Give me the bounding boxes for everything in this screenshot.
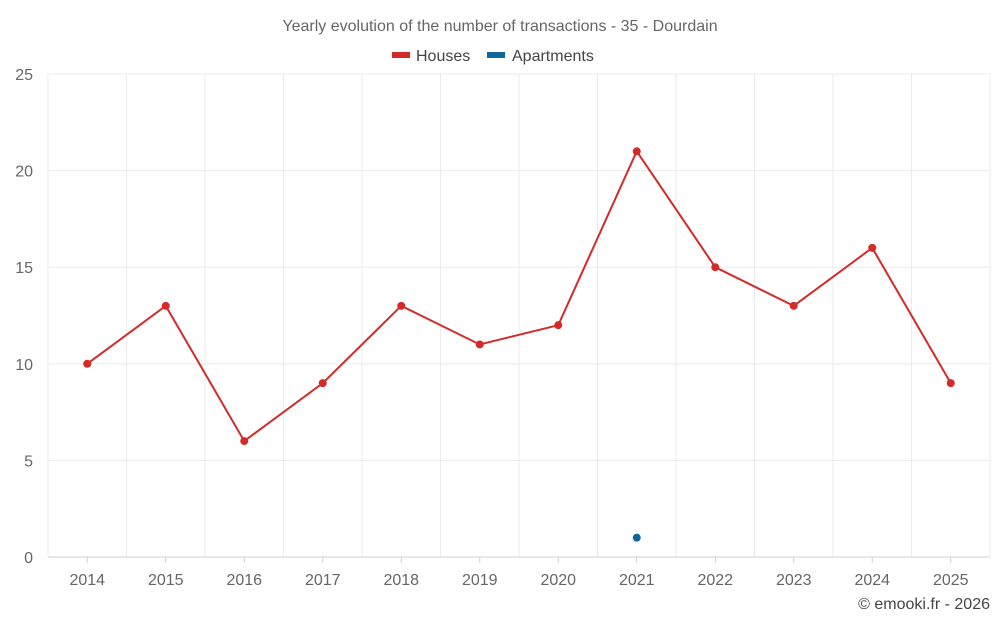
x-tick-label: 2021 [619,572,655,589]
legend-item-apartments[interactable]: Apartments [487,48,594,65]
x-tick-label: 2015 [148,572,184,589]
series-line-houses [86,149,952,443]
x-axis: 2014 2015 2016 2017 2018 2019 2020 2021 2022 2023… [48,556,990,589]
credit-text: © emooki.fr - 2026 [858,596,990,613]
data-point-houses[interactable] [161,301,170,310]
data-point-houses[interactable] [83,359,92,368]
data-point-houses[interactable] [240,437,249,446]
x-tick-label: 2018 [383,572,419,589]
y-axis: 0 5 10 15 20 25 [15,67,33,567]
data-point-houses[interactable] [789,301,798,310]
legend-label-houses: Houses [416,48,470,65]
x-tick-label: 2014 [69,572,105,589]
legend-item-houses[interactable]: Houses [392,48,470,65]
data-point-houses[interactable] [711,263,720,272]
data-point-houses[interactable] [868,243,877,252]
legend-label-apartments: Apartments [512,48,594,65]
x-tick-label: 2016 [226,572,262,589]
y-tick-label: 5 [24,453,33,470]
data-point-houses[interactable] [632,147,641,156]
x-tick-label: 2025 [933,572,969,589]
y-tick-label: 25 [15,67,33,84]
y-tick-label: 0 [24,550,33,567]
series-apartments [632,533,641,542]
data-point-apartments[interactable] [632,533,641,542]
data-point-houses[interactable] [475,340,484,349]
x-tick-label: 2019 [462,572,498,589]
x-tick-label: 2017 [305,572,341,589]
x-tick-label: 2023 [776,572,812,589]
y-tick-label: 15 [15,260,33,277]
y-tick-label: 10 [15,357,33,374]
data-point-houses[interactable] [554,321,563,330]
chart-title: Yearly evolution of the number of transa… [282,18,717,35]
grid [47,73,991,557]
legend: Houses Apartments [392,48,594,65]
data-point-houses[interactable] [318,379,327,388]
data-point-houses[interactable] [397,301,406,310]
x-tick-label: 2020 [540,572,576,589]
plot-area [83,147,955,542]
y-tick-label: 20 [15,164,33,181]
x-tick-label: 2022 [697,572,733,589]
legend-swatch-apartments [487,52,505,58]
series-houses [83,147,955,446]
legend-swatch-houses [392,52,410,58]
data-point-houses[interactable] [946,379,955,388]
x-tick-label: 2024 [854,572,890,589]
